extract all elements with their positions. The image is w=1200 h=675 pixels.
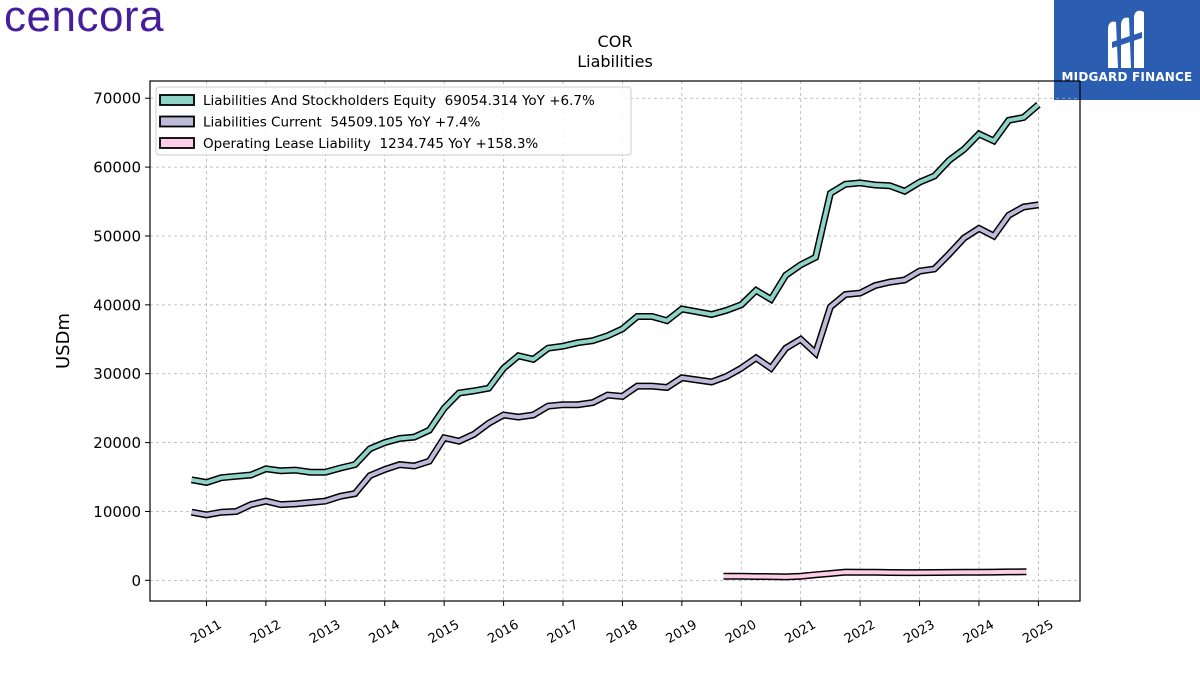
grid-lines — [150, 81, 1080, 601]
y-tick-label: 40000 — [93, 296, 141, 314]
midgard-finance-logo: MIDGARD FINANCE — [1054, 0, 1200, 100]
x-tick-label: 2024 — [961, 617, 997, 647]
y-axis: 0 10000 20000 30000 40000 50000 60000 70000 — [93, 90, 150, 590]
legend: Liabilities And Stockholders Equity 6905… — [155, 86, 632, 156]
y-tick-label: 50000 — [93, 227, 141, 245]
x-tick-label: 2019 — [664, 617, 700, 647]
legend-entry-label: Liabilities And Stockholders Equity 6905… — [203, 93, 595, 109]
midgard-emblem-icon — [1108, 10, 1144, 69]
cencora-logo: cencora — [4, 0, 165, 41]
x-tick-label: 2023 — [901, 617, 937, 647]
y-tick-label: 70000 — [93, 90, 141, 108]
x-tick-label: 2020 — [723, 617, 759, 647]
series-line — [191, 103, 1040, 485]
legend-swatch — [159, 94, 195, 106]
x-tick-label: 2011 — [188, 617, 224, 647]
x-tick-label: 2015 — [426, 617, 462, 647]
x-tick-label: 2025 — [1020, 617, 1056, 647]
x-tick-label: 2016 — [485, 617, 521, 647]
legend-swatch — [159, 115, 195, 128]
series-1 — [190, 102, 1041, 487]
series-2 — [190, 201, 1039, 519]
chart-subtitle: Liabilities — [577, 52, 653, 71]
legend-entry-label: Liabilities Current 54509.105 YoY +7.4% — [203, 115, 481, 131]
y-axis-label: USDm — [53, 313, 74, 369]
legend-swatch — [159, 137, 195, 149]
x-tick-label: 2017 — [545, 617, 581, 647]
x-tick-label: 2013 — [307, 617, 343, 647]
y-tick-label: 20000 — [93, 434, 141, 452]
x-tick-label: 2018 — [604, 617, 640, 647]
legend-entry-label: Operating Lease Liability 1234.745 YoY +… — [203, 136, 538, 152]
series-3 — [723, 568, 1027, 581]
series-line-outline — [190, 201, 1039, 519]
y-tick-label: 60000 — [93, 159, 141, 177]
x-tick-label: 2014 — [367, 617, 403, 647]
series-line-outline — [190, 102, 1041, 487]
x-tick-label: 2022 — [842, 617, 878, 647]
x-tick-label: 2021 — [783, 617, 819, 647]
series-line — [191, 202, 1039, 517]
chart-title: COR — [597, 32, 633, 51]
y-tick-label: 30000 — [93, 365, 141, 383]
series-line — [723, 569, 1027, 579]
legend-box — [155, 86, 632, 156]
midgard-finance-label: MIDGARD FINANCE — [1061, 70, 1193, 84]
x-tick-label: 2012 — [248, 617, 284, 647]
y-tick-label: 0 — [131, 572, 141, 590]
plot-frame — [149, 80, 1081, 602]
x-axis: 2011 2012 2013 2014 2015 2016 2017 2018 2019 2020… — [188, 601, 1056, 647]
y-tick-label: 10000 — [93, 503, 141, 521]
